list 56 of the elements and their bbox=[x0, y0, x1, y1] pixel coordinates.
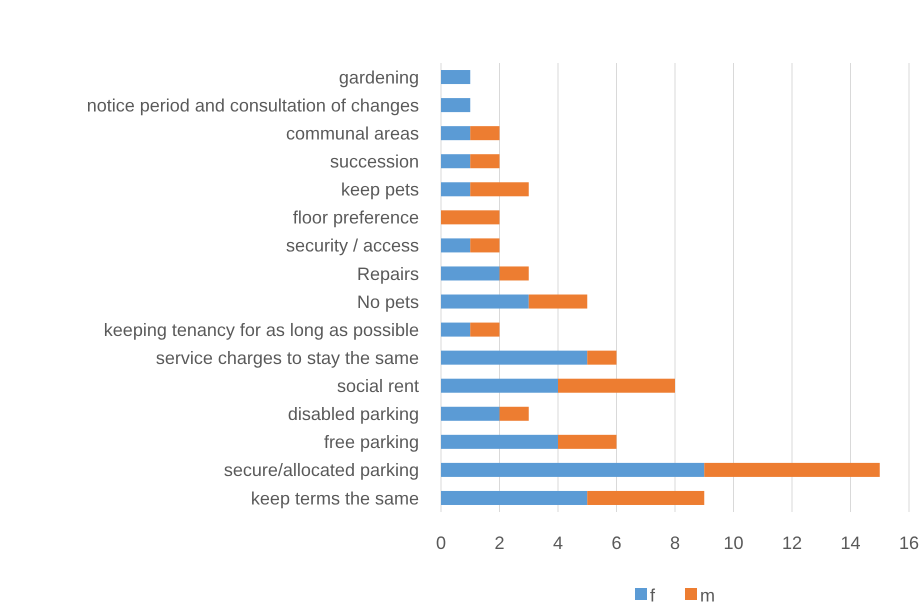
y-tick-label: keep terms the same bbox=[250, 488, 419, 508]
y-tick-label: keeping tenancy for as long as possible bbox=[104, 320, 419, 340]
bar bbox=[587, 350, 616, 365]
bar bbox=[441, 182, 470, 196]
bar bbox=[441, 378, 558, 393]
bar bbox=[558, 378, 675, 393]
legend-label: f bbox=[650, 585, 656, 606]
bar bbox=[441, 238, 470, 252]
bar bbox=[441, 434, 558, 449]
y-tick-label: Repairs bbox=[356, 264, 419, 284]
bar bbox=[558, 434, 616, 449]
y-tick-label: No pets bbox=[356, 292, 419, 312]
x-tick-label: 14 bbox=[840, 533, 861, 553]
bar bbox=[441, 210, 500, 224]
bar bbox=[441, 406, 500, 421]
y-tick-label: secure/allocated parking bbox=[224, 460, 419, 480]
x-tick-label: 10 bbox=[723, 533, 744, 553]
bar bbox=[470, 322, 500, 337]
x-tick-label: 12 bbox=[782, 533, 802, 553]
bar bbox=[500, 266, 529, 280]
y-tick-label: notice period and consultation of changes bbox=[86, 95, 419, 116]
x-tick-label: 8 bbox=[670, 533, 680, 553]
x-tick-label: 4 bbox=[552, 533, 564, 553]
bar bbox=[704, 462, 880, 477]
legend-label: m bbox=[700, 585, 715, 606]
bar bbox=[470, 182, 529, 196]
x-tick-label: 16 bbox=[898, 533, 920, 553]
bar bbox=[441, 322, 470, 337]
bar bbox=[441, 462, 704, 477]
bar bbox=[587, 490, 704, 505]
y-tick-label: disabled parking bbox=[288, 404, 419, 424]
bar bbox=[441, 350, 588, 365]
y-tick-label: keep pets bbox=[340, 180, 419, 200]
bar bbox=[500, 406, 529, 421]
bar bbox=[441, 154, 470, 168]
y-tick-label: gardening bbox=[338, 67, 419, 88]
x-tick-label: 0 bbox=[436, 533, 446, 553]
bar bbox=[470, 126, 500, 140]
bar bbox=[441, 266, 500, 280]
bar bbox=[441, 490, 588, 505]
bar bbox=[470, 154, 500, 168]
bar bbox=[441, 98, 470, 112]
y-tick-label: floor preference bbox=[292, 208, 419, 228]
x-tick-label: 6 bbox=[611, 533, 622, 553]
bar bbox=[528, 294, 588, 309]
x-tick-label: 2 bbox=[494, 533, 505, 553]
y-tick-label: service charges to stay the same bbox=[156, 348, 419, 368]
y-tick-label: free parking bbox=[324, 432, 419, 452]
y-tick-label: security / access bbox=[286, 236, 419, 256]
y-tick-label: social rent bbox=[336, 376, 419, 396]
y-tick-label: succession bbox=[330, 152, 419, 172]
bar bbox=[441, 126, 470, 140]
bar bbox=[441, 294, 529, 309]
y-tick-label: communal areas bbox=[286, 123, 419, 144]
bar bbox=[470, 238, 500, 252]
bar bbox=[441, 70, 470, 84]
